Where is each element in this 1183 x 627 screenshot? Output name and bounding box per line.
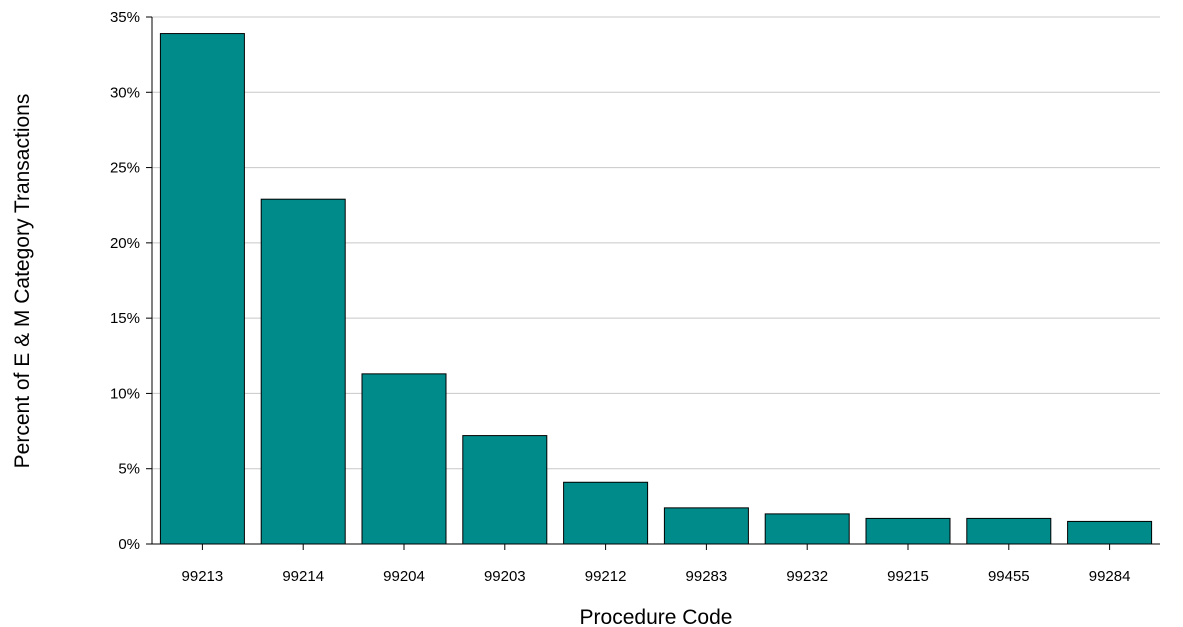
y-tick-label: 15% <box>110 310 140 327</box>
x-tick-label: 99215 <box>887 568 929 585</box>
y-tick-label: 25% <box>110 160 140 177</box>
y-tick-label: 0% <box>118 536 140 553</box>
y-tick-label: 5% <box>118 461 140 478</box>
bar-99212 <box>563 481 649 545</box>
bar-99284 <box>1067 520 1153 545</box>
bar-99203 <box>462 435 548 545</box>
x-tick-label: 99204 <box>383 568 425 585</box>
bar-99455 <box>966 517 1052 545</box>
x-axis-ticks: 99213 99214 99204 99203 99212 99283 99232 99215… <box>182 544 1131 585</box>
x-tick-label: 99214 <box>282 568 324 585</box>
x-tick-label: 99203 <box>484 568 526 585</box>
y-tick-label: 30% <box>110 84 140 101</box>
y-axis-title: Percent of E & M Category Transactions <box>11 94 34 469</box>
x-tick-label: 99213 <box>182 568 224 585</box>
bar-99214 <box>260 198 346 545</box>
bar-99204 <box>361 373 447 545</box>
y-axis-ticks: 0% 5% 10% 15% 20% 25% 30% 35% <box>110 9 152 553</box>
x-tick-label: 99232 <box>786 568 828 585</box>
x-tick-label: 99212 <box>585 568 627 585</box>
x-tick-label: 99455 <box>988 568 1030 585</box>
bars-group <box>159 33 1153 545</box>
bar-99283 <box>663 507 749 545</box>
y-tick-label: 20% <box>110 235 140 252</box>
bar-99232 <box>764 513 850 545</box>
y-tick-label: 10% <box>110 385 140 402</box>
x-tick-label: 99284 <box>1089 568 1131 585</box>
bar-99215 <box>865 517 951 545</box>
y-tick-label: 35% <box>110 9 140 26</box>
x-tick-label: 99283 <box>686 568 728 585</box>
bar-99213 <box>159 33 245 545</box>
x-axis-title: Procedure Code <box>580 606 733 627</box>
